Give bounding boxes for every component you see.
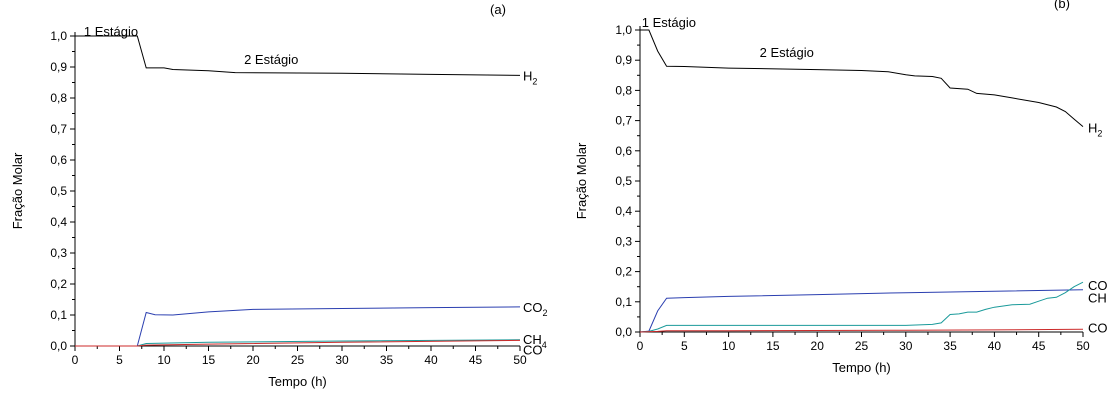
y-tick-label: 0,5 xyxy=(615,174,632,188)
y-tick-label: 0,9 xyxy=(615,53,632,67)
x-tick-label: 25 xyxy=(291,353,305,367)
series-line-1 xyxy=(639,289,1084,333)
series-line-3 xyxy=(639,328,1084,333)
x-tick-label: 50 xyxy=(1076,339,1090,353)
x-tick-label: 0 xyxy=(72,353,79,367)
y-tick-label: 1,0 xyxy=(615,23,632,37)
y-tick-label: 0,1 xyxy=(615,295,632,309)
annotation: 2 Estágio xyxy=(760,45,814,60)
y-tick-label: 0,4 xyxy=(50,215,67,229)
series-label: H2 xyxy=(1088,121,1102,139)
y-tick-label: 0,8 xyxy=(615,83,632,97)
x-tick-label: 35 xyxy=(380,353,394,367)
series-line-2 xyxy=(639,281,1084,333)
y-tick-label: 0,7 xyxy=(50,122,67,136)
y-tick-label: 0,9 xyxy=(50,60,67,74)
x-tick-label: 45 xyxy=(469,353,483,367)
series-label: CH xyxy=(1088,291,1107,306)
y-tick-label: 0,3 xyxy=(615,234,632,248)
x-tick-label: 30 xyxy=(899,339,913,353)
y-tick-label: 0,6 xyxy=(50,153,67,167)
y-tick-label: 0,0 xyxy=(615,325,632,339)
x-tick-label: 20 xyxy=(811,339,825,353)
series-line-0 xyxy=(75,35,521,76)
x-tick-label: 50 xyxy=(513,353,527,367)
y-tick-label: 0,3 xyxy=(50,246,67,260)
series-line-3 xyxy=(75,339,521,347)
series-line-0 xyxy=(640,29,1084,127)
series-label: CO xyxy=(1088,278,1108,293)
x-tick-label: 25 xyxy=(855,339,869,353)
x-tick-label: 0 xyxy=(637,339,644,353)
x-tick-label: 10 xyxy=(157,353,171,367)
x-axis-title: Tempo (h) xyxy=(832,360,891,375)
series-line-1 xyxy=(75,306,521,347)
y-tick-label: 0,7 xyxy=(615,114,632,128)
series-label: CO xyxy=(523,342,543,357)
chart-panel-b: 0 5 10 15 20 25 30 35 40 45 50 0,0 0,1 0,2 0,3 0,4 0,5 0,… xyxy=(574,0,1108,375)
series-label: H2 xyxy=(523,68,537,86)
x-tick-label: 15 xyxy=(202,353,216,367)
series-label: CO2 xyxy=(523,300,548,318)
y-tick-label: 0,2 xyxy=(50,277,67,291)
y-axis-title: Fração Molar xyxy=(10,152,25,229)
x-axis-title: Tempo (h) xyxy=(268,374,327,389)
series-label: CH4 xyxy=(523,332,547,350)
y-tick-label: 0,8 xyxy=(50,91,67,105)
annotation: 1 Estágio xyxy=(84,24,138,39)
y-tick-label: 0,0 xyxy=(50,339,67,353)
x-tick-label: 45 xyxy=(1032,339,1046,353)
x-tick-label: 5 xyxy=(116,353,123,367)
x-tick-label: 15 xyxy=(766,339,780,353)
series-label: CO xyxy=(1088,320,1108,335)
x-tick-label: 10 xyxy=(722,339,736,353)
x-tick-label: 40 xyxy=(424,353,438,367)
panel-label: (a) xyxy=(490,2,506,17)
y-tick-label: 0,6 xyxy=(615,144,632,158)
y-tick-label: 0,2 xyxy=(615,265,632,279)
x-tick-label: 30 xyxy=(335,353,349,367)
x-tick-label: 35 xyxy=(943,339,957,353)
y-tick-label: 0,1 xyxy=(50,308,67,322)
y-axis-title: Fração Molar xyxy=(574,142,589,219)
y-tick-label: 1,0 xyxy=(50,29,67,43)
chart-panel-a: 0 5 10 15 20 25 30 35 40 45 50 0,0 0,1 0,2 0,3 0,4 0,5 0,… xyxy=(10,2,548,389)
annotation: 2 Estágio xyxy=(244,52,298,67)
x-tick-label: 40 xyxy=(988,339,1002,353)
x-tick-label: 5 xyxy=(681,339,688,353)
y-tick-label: 0,4 xyxy=(615,204,632,218)
x-tick-label: 20 xyxy=(246,353,260,367)
annotation: 1 Estágio xyxy=(642,15,696,30)
panel-label: (b) xyxy=(1054,0,1070,11)
y-tick-label: 0,5 xyxy=(50,184,67,198)
